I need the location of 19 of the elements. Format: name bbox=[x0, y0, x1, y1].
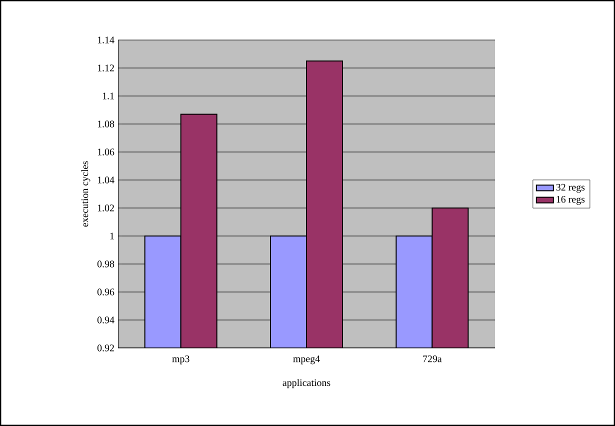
y-tick-label: 1.04 bbox=[98, 176, 114, 184]
x-axis-title: applications bbox=[282, 379, 330, 388]
legend-label: 32 regs bbox=[556, 184, 585, 193]
y-tick-label: 0.94 bbox=[97, 316, 114, 324]
x-tick-label: mp3 bbox=[172, 356, 190, 364]
y-tick-label: 0.96 bbox=[97, 288, 114, 296]
y-tick-label: 0.92 bbox=[97, 344, 114, 352]
y-tick-label: 1.1 bbox=[102, 92, 114, 100]
legend-label: 16 regs bbox=[556, 196, 585, 205]
y-tick-label: 1.14 bbox=[98, 36, 114, 44]
y-tick-label: 1.02 bbox=[98, 204, 114, 212]
y-tick-label: 1 bbox=[110, 232, 114, 240]
y-axis-title: execution cycles bbox=[81, 161, 90, 227]
x-tick-label: 729a bbox=[423, 356, 442, 362]
x-tick-label: mpeg4 bbox=[293, 356, 320, 364]
y-tick-label: 1.08 bbox=[98, 120, 114, 128]
y-tick-label: 1.06 bbox=[98, 148, 114, 156]
y-tick-label: 0.98 bbox=[97, 260, 114, 268]
y-tick-label: 1.12 bbox=[98, 64, 114, 72]
